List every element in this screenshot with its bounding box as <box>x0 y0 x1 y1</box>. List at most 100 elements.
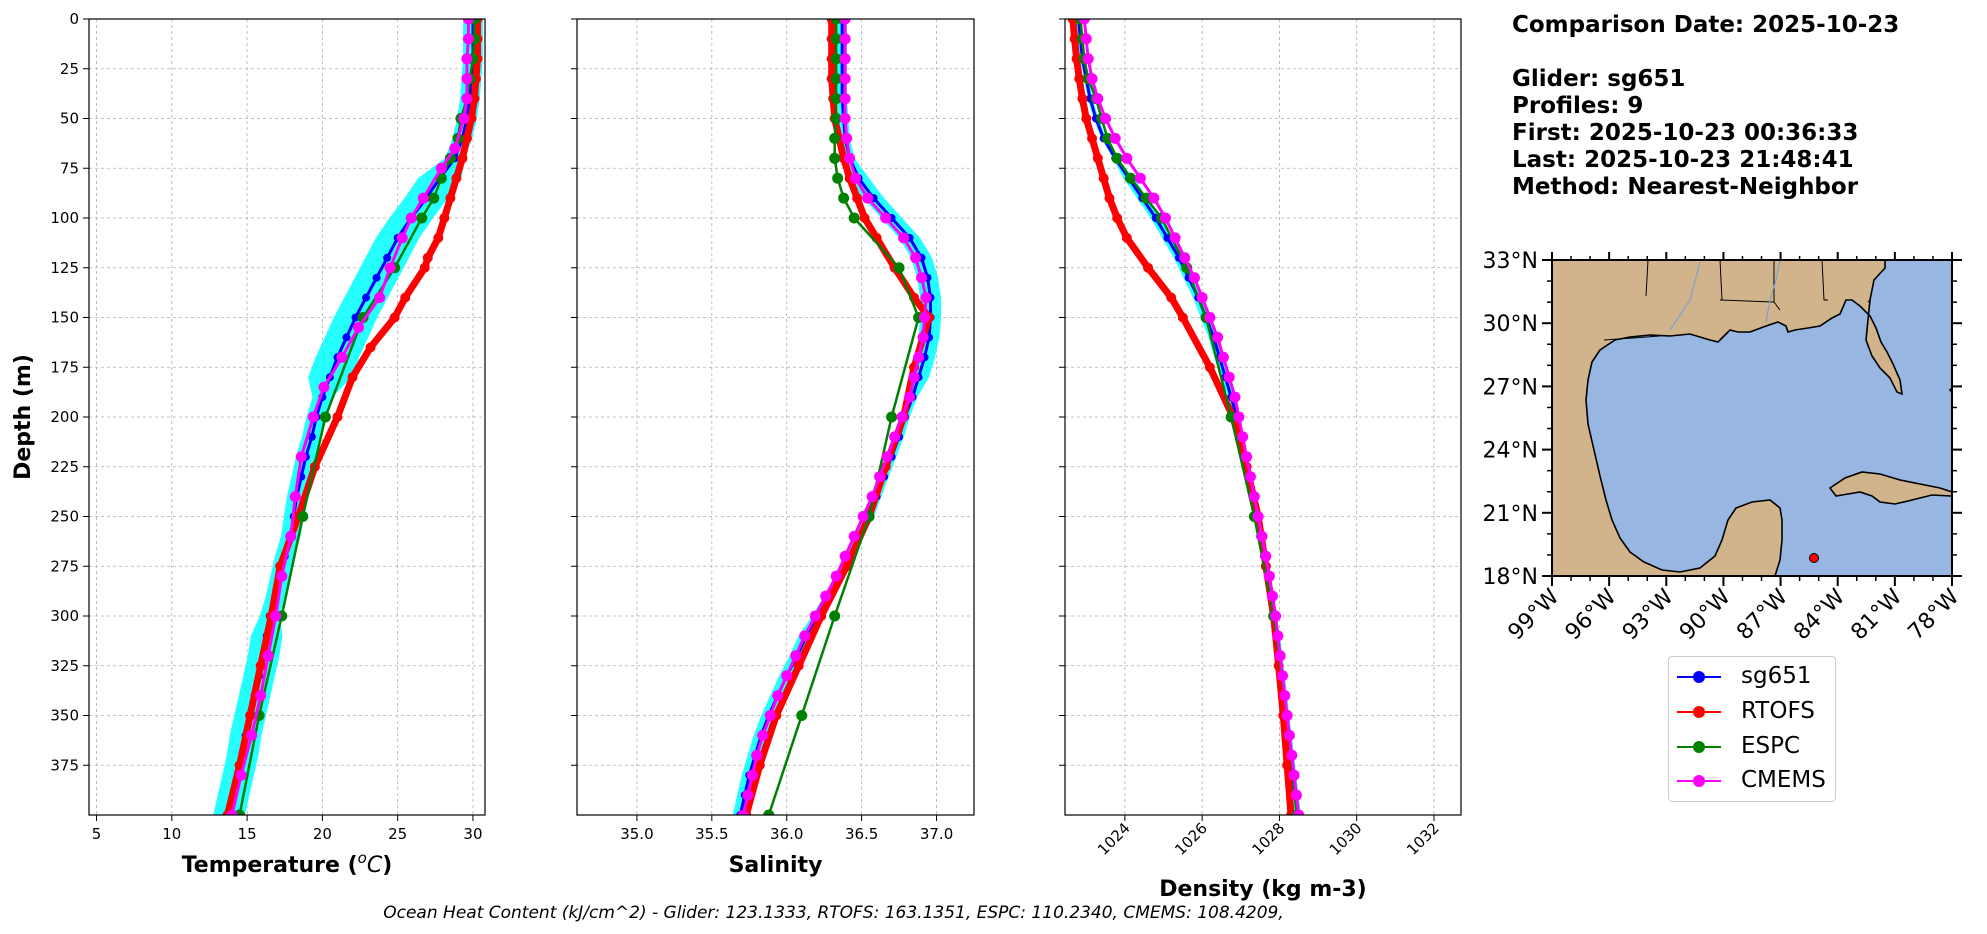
x-axis-label: Density (kg m-3) <box>1159 877 1367 902</box>
data-point-cmems <box>1148 192 1160 204</box>
data-point-rtofs <box>469 93 480 104</box>
data-point-sg651 <box>372 273 381 282</box>
data-point-cmems <box>461 53 473 65</box>
legend-label-sg651: sg651 <box>1741 663 1812 689</box>
x-axis-label: Temperature (oC) <box>182 849 393 878</box>
data-point-cmems <box>799 630 811 642</box>
y-axis-label: Depth (m) <box>11 354 36 480</box>
series-cmems <box>1078 19 1305 815</box>
x-axis-label: Salinity <box>729 853 823 878</box>
plot-area <box>1067 19 1305 815</box>
map-lon-label: 84°W <box>1789 584 1850 645</box>
data-point-cmems <box>1244 471 1256 483</box>
data-point-cmems <box>820 590 832 602</box>
legend-item-sg651: sg651 <box>1669 659 1835 693</box>
data-point-rtofs <box>347 372 358 383</box>
data-point-espc <box>830 33 842 45</box>
data-point-cmems <box>1229 391 1241 403</box>
series-espc <box>763 19 925 815</box>
data-point-rtofs <box>445 193 456 204</box>
data-point-cmems <box>255 690 267 702</box>
map-lat-label: 30°N <box>1483 312 1538 337</box>
data-point-cmems <box>262 650 274 662</box>
data-point-espc <box>830 53 842 65</box>
data-point-sg651 <box>351 313 360 322</box>
gulf-of-mexico-map: 33°N 30°N 27°N 24°N 21°N 18°N99°W96°W93°W90°W… <box>1483 249 1965 645</box>
data-point-rtofs <box>1098 173 1109 184</box>
map-lat-label: 27°N <box>1483 375 1538 400</box>
legend-marker-sg651 <box>1693 671 1705 683</box>
data-point-cmems <box>1256 530 1268 542</box>
y-tick-label: 175 <box>50 358 79 376</box>
data-point-cmems <box>1241 451 1253 463</box>
data-point-rtofs <box>1087 133 1098 144</box>
comparison-info: Comparison Date: 2025-10-23 Glider: sg65… <box>1512 12 1899 201</box>
legend-marker-rtofs <box>1693 706 1705 718</box>
data-point-cmems <box>1274 650 1286 662</box>
profile-count: Profiles: 9 <box>1512 93 1644 119</box>
map-land-north-america <box>1551 259 1903 577</box>
data-point-cmems <box>1277 670 1289 682</box>
map-lat-label: 18°N <box>1483 565 1538 590</box>
data-point-rtofs <box>457 153 468 164</box>
data-point-cmems <box>1237 431 1249 443</box>
data-point-sg651 <box>362 293 371 302</box>
y-tick-label: 350 <box>50 707 79 725</box>
data-point-cmems <box>1092 93 1104 105</box>
ocean-heat-content-caption: Ocean Heat Content (kJ/cm^2) - Glider: 1… <box>0 903 1987 923</box>
data-point-cmems <box>910 252 922 264</box>
y-tick-label: 250 <box>50 508 79 526</box>
x-tick-label: 5 <box>92 825 102 843</box>
x-tick-label: 35.0 <box>620 825 653 843</box>
data-point-cmems <box>1252 511 1264 522</box>
y-tick-label: 125 <box>50 259 79 277</box>
data-point-cmems <box>757 729 769 741</box>
x-tick-label: 1024 <box>1094 819 1134 859</box>
map-lon-label: 78°W <box>1904 584 1965 645</box>
data-point-cmems <box>1293 809 1305 815</box>
data-point-rtofs <box>859 213 870 223</box>
data-point-rtofs <box>461 133 472 144</box>
data-point-cmems <box>1212 331 1224 343</box>
data-point-rtofs <box>1204 362 1215 373</box>
data-point-espc <box>763 809 775 815</box>
data-point-rtofs <box>1092 153 1103 164</box>
legend-label-cmems: CMEMS <box>1741 767 1826 793</box>
data-point-sg651 <box>383 253 392 262</box>
data-point-cmems <box>246 729 258 741</box>
map-lon-label: 90°W <box>1675 584 1736 645</box>
map-frame <box>1551 259 1953 577</box>
data-point-rtofs <box>466 113 477 124</box>
x-tick-label: 36.5 <box>845 825 878 843</box>
data-point-rtofs <box>1071 53 1082 64</box>
data-point-cmems <box>839 73 851 85</box>
data-point-cmems <box>850 172 862 184</box>
data-point-sg651 <box>342 333 351 342</box>
data-point-rtofs <box>245 710 256 721</box>
data-point-cmems <box>1283 729 1295 741</box>
data-point-cmems <box>839 33 851 45</box>
map-lat-label: 24°N <box>1483 439 1538 464</box>
data-point-espc <box>838 192 850 204</box>
series-cmems <box>226 19 474 815</box>
profile-panel-1: 0 25 50 75 100 125 150 175 200 225 250 275 300 325 350… <box>11 10 486 878</box>
data-point-cmems <box>295 451 307 463</box>
data-point-cmems <box>1109 132 1121 144</box>
data-point-cmems <box>1086 73 1098 85</box>
data-point-cmems <box>809 610 821 622</box>
data-point-cmems <box>1078 19 1090 25</box>
map-lon-label: 96°W <box>1561 584 1622 645</box>
data-point-espc <box>886 411 898 423</box>
data-point-rtofs <box>1112 213 1123 223</box>
data-point-cmems <box>1270 610 1282 622</box>
data-point-cmems <box>405 212 417 224</box>
data-point-cmems <box>917 331 929 343</box>
y-tick-label: 275 <box>50 557 79 575</box>
data-point-cmems <box>841 132 853 144</box>
data-point-espc <box>830 93 842 105</box>
data-point-cmems <box>908 371 920 383</box>
data-point-espc <box>1101 132 1113 144</box>
data-point-cmems <box>1281 710 1293 721</box>
data-point-rtofs <box>841 561 852 572</box>
y-tick-label: 200 <box>50 408 79 426</box>
